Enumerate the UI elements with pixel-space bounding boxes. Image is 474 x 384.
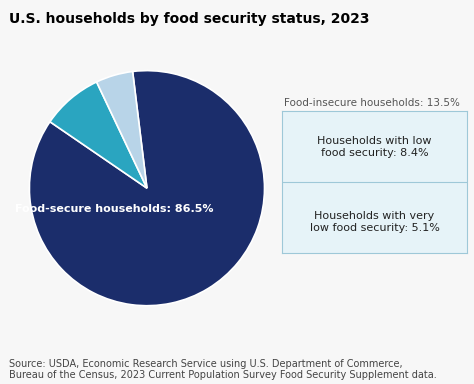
Text: Food-secure households: 86.5%: Food-secure households: 86.5% [15, 204, 213, 214]
Text: U.S. households by food security status, 2023: U.S. households by food security status,… [9, 12, 370, 25]
Text: Households with low
food security: 8.4%: Households with low food security: 8.4% [317, 136, 432, 158]
Text: Food-insecure households: 13.5%: Food-insecure households: 13.5% [284, 98, 460, 108]
Wedge shape [97, 71, 147, 188]
Wedge shape [50, 82, 147, 188]
Text: Households with very
low food security: 5.1%: Households with very low food security: … [310, 211, 439, 233]
Text: Source: USDA, Economic Research Service using U.S. Department of Commerce,
Burea: Source: USDA, Economic Research Service … [9, 359, 437, 380]
Wedge shape [29, 71, 264, 306]
